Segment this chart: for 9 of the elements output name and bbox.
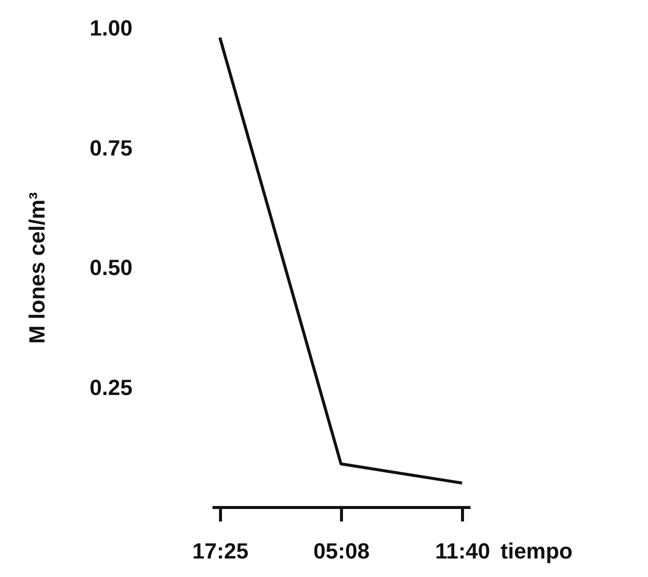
- x-axis-title: tiempo: [500, 538, 573, 564]
- y-tick-label: 0.25: [90, 374, 132, 400]
- x-tick-label: 11:40: [435, 538, 490, 564]
- y-tick-label: 0.75: [90, 135, 132, 160]
- y-tick-label: 1.00: [90, 16, 132, 40]
- y-tick-label: 0.50: [90, 255, 132, 280]
- y-axis-title: M lones cel/m³: [24, 192, 50, 344]
- x-tick-label: 05:08: [313, 538, 370, 564]
- x-tick-label: 17:25: [192, 538, 249, 564]
